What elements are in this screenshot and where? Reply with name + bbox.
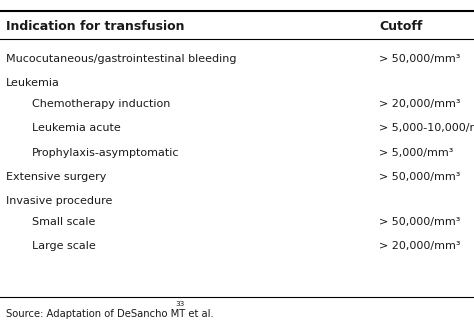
Text: Mucocutaneous/gastrointestinal bleeding: Mucocutaneous/gastrointestinal bleeding	[6, 54, 236, 64]
Text: Cutoff: Cutoff	[379, 20, 423, 33]
Text: Large scale: Large scale	[32, 242, 95, 251]
Text: Chemotherapy induction: Chemotherapy induction	[32, 99, 170, 109]
Text: Source: Adaptation of DeSancho MT et al.: Source: Adaptation of DeSancho MT et al.	[6, 309, 213, 319]
Text: Leukemia: Leukemia	[6, 78, 60, 88]
Text: > 20,000/mm³: > 20,000/mm³	[379, 242, 461, 251]
Text: Invasive procedure: Invasive procedure	[6, 196, 112, 206]
Text: > 5,000-10,000/mm³: > 5,000-10,000/mm³	[379, 124, 474, 133]
Text: 33: 33	[175, 302, 185, 307]
Text: Indication for transfusion: Indication for transfusion	[6, 20, 184, 33]
Text: > 50,000/mm³: > 50,000/mm³	[379, 54, 461, 64]
Text: > 50,000/mm³: > 50,000/mm³	[379, 217, 461, 227]
Text: Extensive surgery: Extensive surgery	[6, 172, 106, 182]
Text: > 5,000/mm³: > 5,000/mm³	[379, 148, 454, 157]
Text: Prophylaxis-asymptomatic: Prophylaxis-asymptomatic	[32, 148, 179, 157]
Text: > 20,000/mm³: > 20,000/mm³	[379, 99, 461, 109]
Text: > 50,000/mm³: > 50,000/mm³	[379, 172, 461, 182]
Text: Leukemia acute: Leukemia acute	[32, 124, 120, 133]
Text: Small scale: Small scale	[32, 217, 95, 227]
